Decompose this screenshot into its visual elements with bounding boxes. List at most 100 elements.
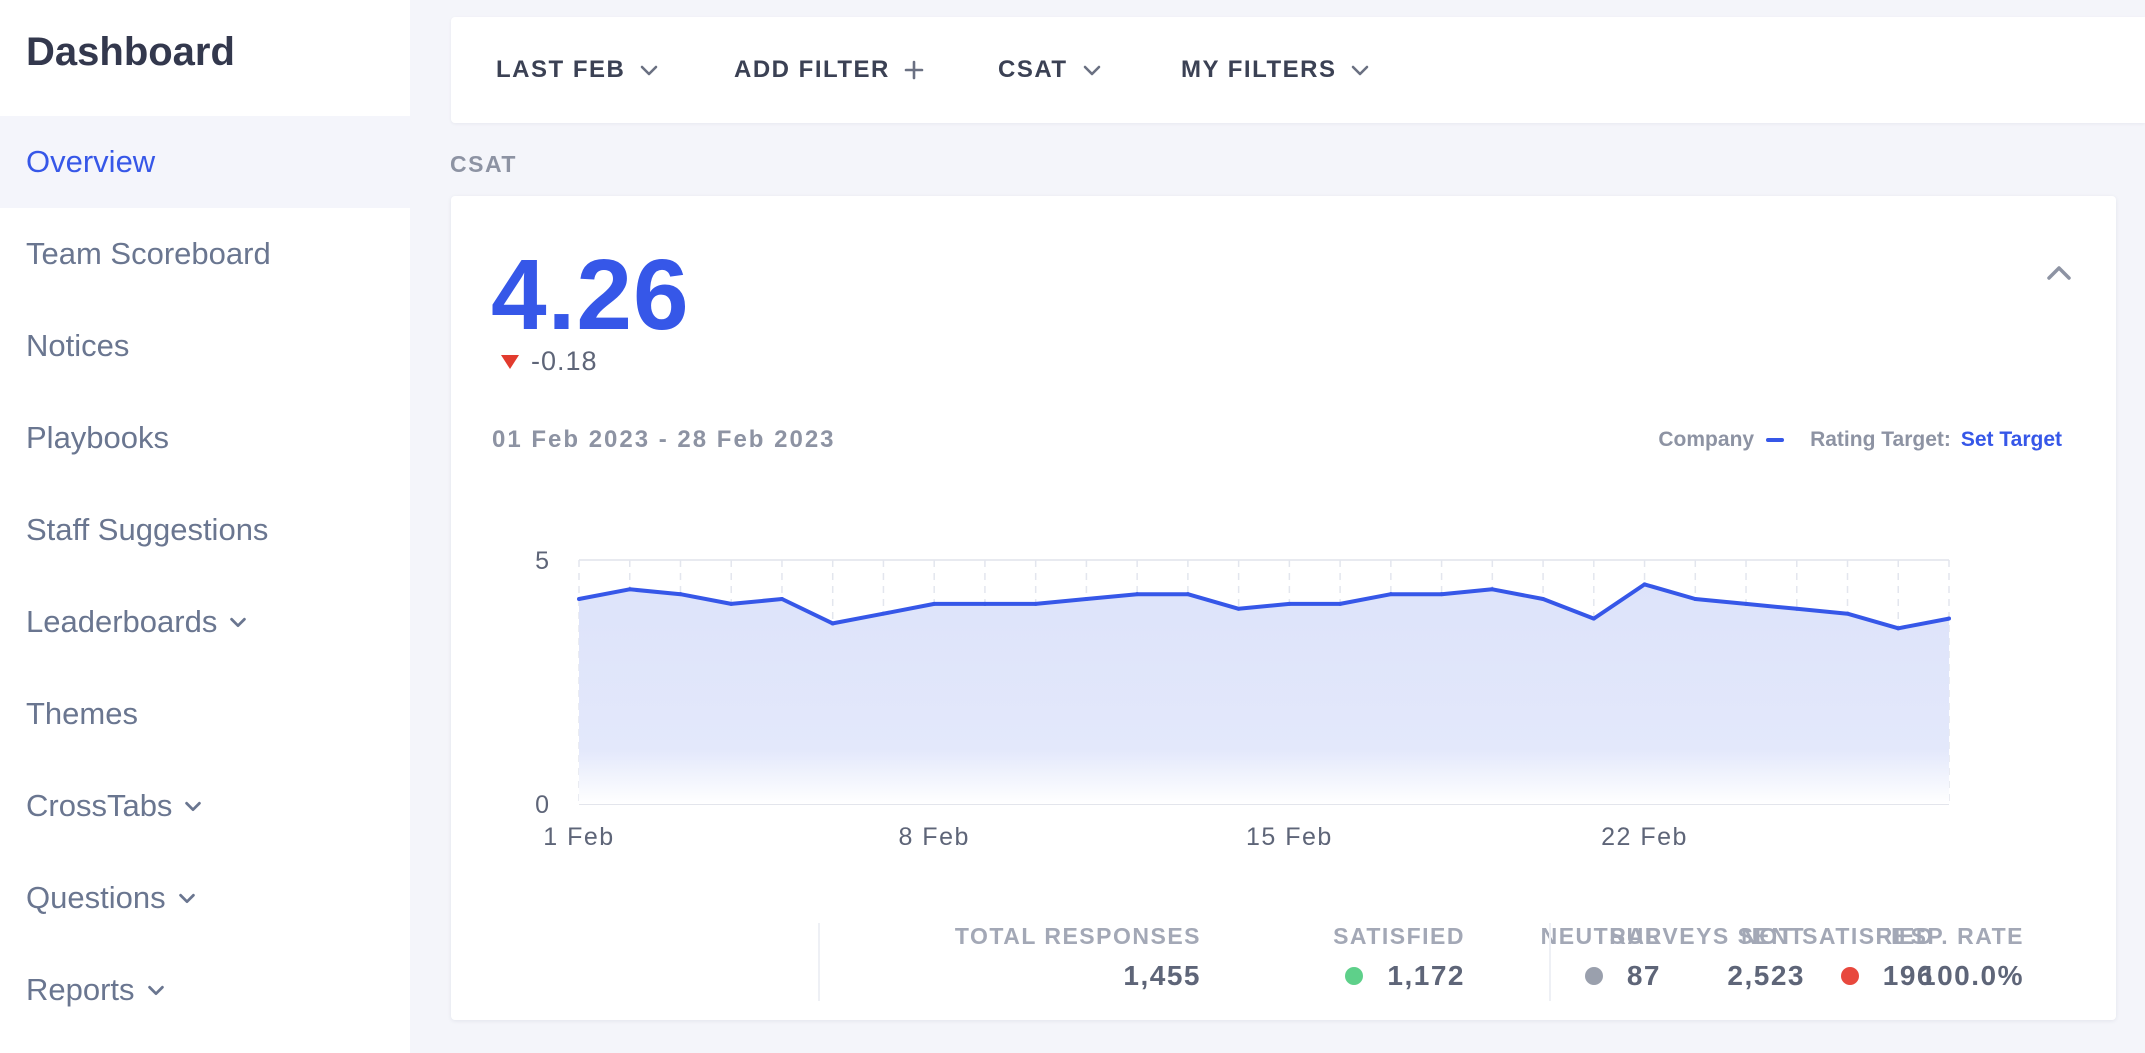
stat-label: NEUTRAL — [1540, 923, 1661, 949]
x-tick-label: 1 Feb — [543, 823, 614, 851]
sidebar-item-label: CrossTabs — [26, 788, 173, 823]
score-delta-value: -0.18 — [531, 346, 598, 376]
filter-bar: LAST FEB ADD FILTER CSAT MY FILTERS — [451, 17, 2145, 123]
sidebar-item-label: Overview — [26, 144, 156, 179]
score-delta: -0.18 — [499, 346, 598, 377]
stat-value: 1,172 — [1387, 960, 1465, 991]
chart-point — [1591, 616, 1596, 621]
chart-point — [1794, 606, 1799, 611]
neutral-dot-icon — [1584, 967, 1603, 985]
stat-value: 196 — [1882, 960, 1934, 991]
chevron-down-icon — [145, 979, 167, 1001]
x-tick-label: 15 Feb — [1246, 823, 1333, 851]
stat-satisfied: SATISFIED 1,172 — [1333, 923, 1465, 992]
stat-value: 100.0% — [1920, 960, 2024, 991]
chart-point — [1135, 592, 1140, 597]
stat-resp-rate: RESP. RATE 100.0% — [1876, 923, 2024, 992]
sidebar-item-label: Team Scoreboard — [26, 236, 271, 271]
chevron-down-icon — [227, 611, 249, 633]
sidebar-item-team-scoreboard[interactable]: Team Scoreboard — [0, 208, 410, 300]
section-label: CSAT — [450, 151, 517, 177]
chart-point — [1439, 592, 1444, 597]
csat-chart: 0 5 1 Feb 8 Feb 15 Feb 22 Feb — [535, 547, 1951, 851]
stat-value-wrap: 1,172 — [1333, 960, 1465, 992]
chart-point — [1490, 587, 1495, 592]
chart-point — [1185, 592, 1190, 597]
stat-surveys-sent: SURVEYS SENT 2,523 — [1610, 923, 1805, 992]
stat-neutral: NEUTRAL 87 — [1541, 923, 1661, 992]
collapse-button[interactable] — [2041, 254, 2077, 290]
stat-value-wrap: 100.0% — [1876, 960, 2024, 992]
csat-score: 4.26 — [491, 239, 690, 351]
sidebar-item-reports[interactable]: Reports — [0, 944, 410, 1036]
chart-point — [1287, 601, 1292, 606]
chart-point — [779, 597, 784, 602]
set-target-link[interactable]: Set Target — [1960, 428, 2062, 451]
chart-series-line — [578, 582, 1950, 631]
chart-point — [1896, 626, 1901, 631]
arrow-down-icon — [501, 354, 519, 369]
stat-value-wrap: 2,523 — [1610, 960, 1805, 992]
x-tick-label: 8 Feb — [898, 823, 969, 851]
x-tick-label: 22 Feb — [1601, 823, 1688, 851]
stat-value-wrap: 196 — [1741, 960, 1934, 992]
chart-point — [577, 597, 581, 602]
sidebar-item-leaderboards[interactable]: Leaderboards — [0, 576, 410, 668]
chart-point — [932, 601, 937, 606]
stat-value-wrap: 1,455 — [955, 960, 1201, 992]
y-tick-label: 5 — [535, 547, 549, 575]
add-filter-button[interactable]: ADD FILTER — [734, 17, 926, 123]
stat-value-wrap: 87 — [1541, 960, 1661, 992]
chart-point — [1947, 616, 1951, 621]
csat-card: 4.26 -0.18 01 Feb 2023 - 28 Feb 2023 Com… — [451, 196, 2116, 1020]
not-satisfied-dot-icon — [1840, 967, 1859, 985]
legend-company-swatch — [1766, 438, 1785, 442]
sidebar-item-questions[interactable]: Questions — [0, 852, 410, 944]
chevron-down-icon — [176, 887, 198, 909]
chart-point — [830, 621, 835, 626]
chart-point — [1236, 606, 1241, 611]
chart-point — [1642, 582, 1647, 587]
chart-point — [1033, 601, 1038, 606]
metric-filter-button[interactable]: CSAT — [998, 17, 1104, 123]
chart-point — [982, 601, 987, 606]
chart-point — [1845, 611, 1850, 616]
satisfied-dot-icon — [1345, 967, 1364, 985]
sidebar-item-notices[interactable]: Notices — [0, 300, 410, 392]
metric-filter-label: CSAT — [998, 56, 1068, 83]
sidebar-item-label: Notices — [26, 328, 130, 363]
sidebar-item-themes[interactable]: Themes — [0, 668, 410, 760]
stat-label: RESP. RATE — [1875, 923, 2024, 949]
sidebar-item-overview[interactable]: Overview — [0, 116, 410, 208]
sidebar-item-label: Staff Suggestions — [26, 512, 269, 547]
stat-value: 87 — [1626, 960, 1661, 991]
y-tick-label: 0 — [535, 791, 549, 819]
stat-label: NOT SATISFIED — [1741, 923, 1934, 949]
sidebar-title: Dashboard — [26, 30, 235, 74]
chart-point — [1744, 601, 1749, 606]
period-filter-button[interactable]: LAST FEB — [496, 17, 661, 123]
chevron-up-icon — [2047, 266, 2071, 280]
chart-point — [1388, 592, 1393, 597]
sidebar-item-crosstabs[interactable]: CrossTabs — [0, 760, 410, 852]
sidebar-item-label: Themes — [26, 696, 138, 731]
sidebar-item-label: Questions — [26, 880, 166, 915]
legend-company-label: Company — [1658, 428, 1755, 451]
my-filters-button[interactable]: MY FILTERS — [1181, 17, 1372, 123]
date-range: 01 Feb 2023 - 28 Feb 2023 — [492, 426, 836, 453]
sidebar-item-staff-suggestions[interactable]: Staff Suggestions — [0, 484, 410, 576]
sidebar-item-label: Playbooks — [26, 420, 170, 455]
sidebar-item-playbooks[interactable]: Playbooks — [0, 392, 410, 484]
chart-point — [1338, 601, 1343, 606]
stat-value: 2,523 — [1727, 960, 1805, 991]
chevron-down-icon — [182, 795, 204, 817]
stat-label: TOTAL RESPONSES — [954, 923, 1201, 949]
divider — [1549, 923, 1551, 1001]
chart-point — [627, 587, 632, 592]
sidebar-item-label: Leaderboards — [26, 604, 218, 639]
stats-row: TOTAL RESPONSES 1,455 SATISFIED 1,172 NE… — [451, 923, 2116, 1003]
chevron-down-icon — [637, 58, 661, 82]
add-filter-label: ADD FILTER — [734, 56, 890, 83]
my-filters-label: MY FILTERS — [1181, 56, 1337, 83]
